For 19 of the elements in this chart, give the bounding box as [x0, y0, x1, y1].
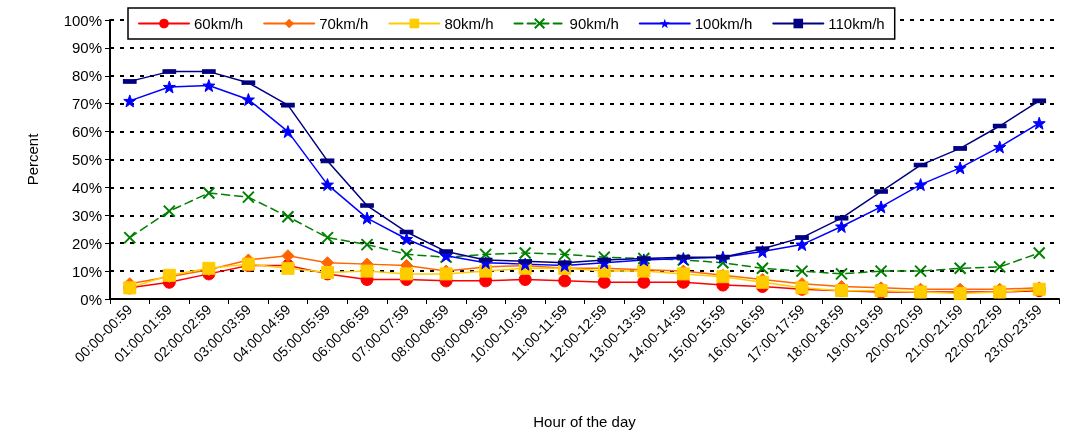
- y-tick-label: 20%: [71, 234, 102, 252]
- y-tick-label: 60%: [71, 123, 102, 141]
- y-tick-label: 30%: [71, 206, 102, 224]
- legend-label: 60km/h: [194, 15, 244, 32]
- y-axis-title: Percent: [24, 132, 41, 186]
- y-tick-label: 10%: [71, 262, 102, 280]
- legend-label: 80km/h: [444, 15, 494, 32]
- legend-label: 70km/h: [319, 15, 369, 32]
- y-tick-label: 90%: [71, 39, 102, 57]
- y-tick-label: 100%: [63, 11, 102, 29]
- y-tick-label: 70%: [71, 95, 102, 113]
- legend-label: 100km/h: [694, 15, 753, 32]
- y-tick-label: 50%: [71, 151, 102, 168]
- legend-label: 90km/h: [569, 15, 619, 32]
- x-axis-title: Hour of the day: [533, 413, 637, 430]
- y-tick-label: 0%: [80, 290, 102, 308]
- y-tick-label: 40%: [71, 178, 102, 196]
- y-tick-label: 80%: [71, 67, 102, 85]
- legend-label: 110km/h: [828, 15, 885, 32]
